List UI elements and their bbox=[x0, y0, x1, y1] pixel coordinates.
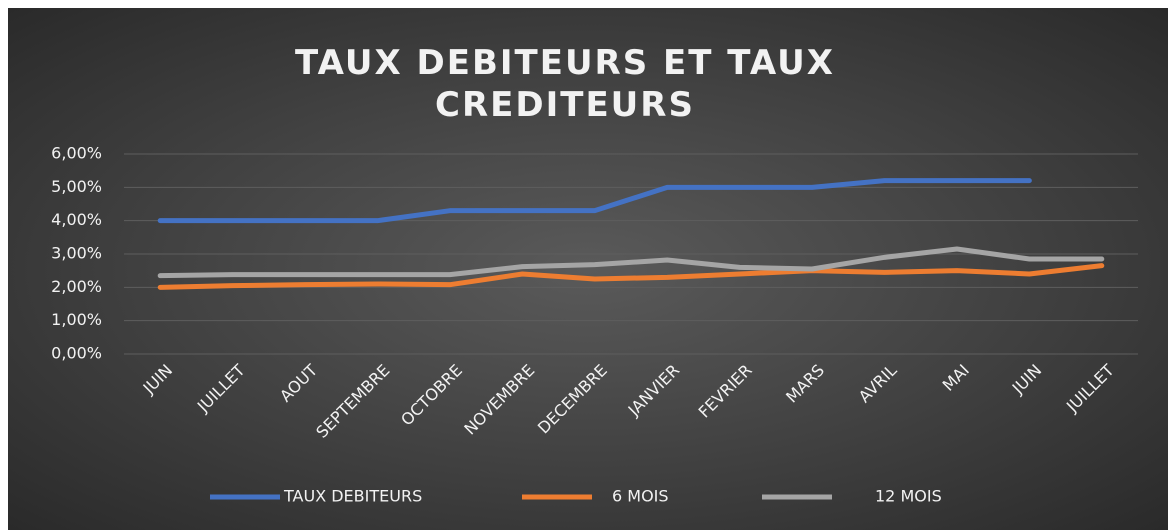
chart-title: TAUX DEBITEURS ET TAUX CREDITEURS bbox=[295, 43, 835, 125]
x-tick-label: NOVEMBRE bbox=[460, 361, 538, 439]
x-tick-label: AOUT bbox=[276, 360, 321, 405]
legend-label: TAUX DEBITEURS bbox=[283, 487, 422, 506]
line-series bbox=[157, 246, 1105, 279]
line-series bbox=[157, 263, 1105, 290]
x-tick-label: MAI bbox=[939, 361, 973, 395]
line-series bbox=[157, 178, 1032, 224]
x-tick-label: DECEMBRE bbox=[534, 361, 611, 438]
x-tick-label: JUILLET bbox=[1062, 360, 1118, 416]
x-tick-label: FEVRIER bbox=[695, 361, 756, 422]
y-tick-label: 6,00% bbox=[51, 144, 102, 163]
y-tick-label: 4,00% bbox=[51, 210, 102, 229]
y-tick-label: 2,00% bbox=[51, 277, 102, 296]
y-tick-label: 0,00% bbox=[51, 344, 102, 363]
legend-label: 6 MOIS bbox=[612, 487, 669, 506]
y-tick-label: 1,00% bbox=[51, 310, 102, 329]
x-tick-label: JUIN bbox=[139, 361, 177, 399]
x-tick-label: JUILLET bbox=[193, 360, 249, 416]
x-tick-label: MARS bbox=[782, 361, 828, 407]
x-tick-label: OCTOBRE bbox=[397, 361, 466, 430]
x-tick-label: JANVIER bbox=[624, 361, 684, 421]
x-tick-label: SEPTEMBRE bbox=[312, 361, 393, 442]
legend-label: 12 MOIS bbox=[875, 487, 942, 506]
y-tick-label: 5,00% bbox=[51, 177, 102, 196]
x-tick-label: AVRIL bbox=[855, 361, 901, 407]
y-tick-label: 3,00% bbox=[51, 244, 102, 263]
x-tick-label: JUIN bbox=[1008, 361, 1046, 399]
